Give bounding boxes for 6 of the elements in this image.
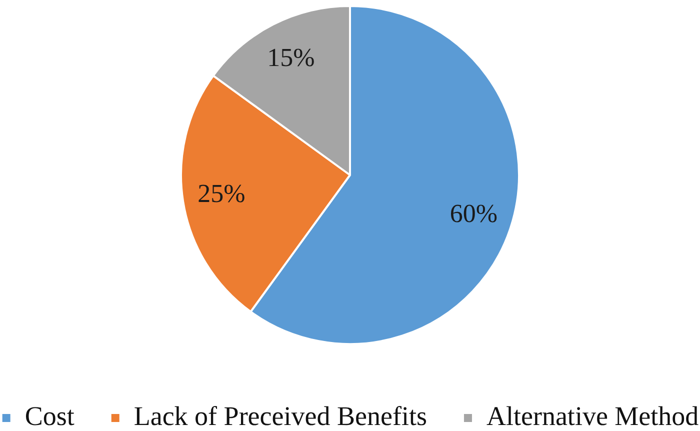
data-label: 25% (198, 179, 246, 208)
legend-label: Lack of Preceived Benefits (134, 401, 427, 431)
legend-label: Alternative Method (486, 401, 700, 431)
legend-label: Cost (24, 401, 75, 431)
data-label: 60% (450, 199, 498, 228)
data-label: 15% (267, 42, 315, 72)
